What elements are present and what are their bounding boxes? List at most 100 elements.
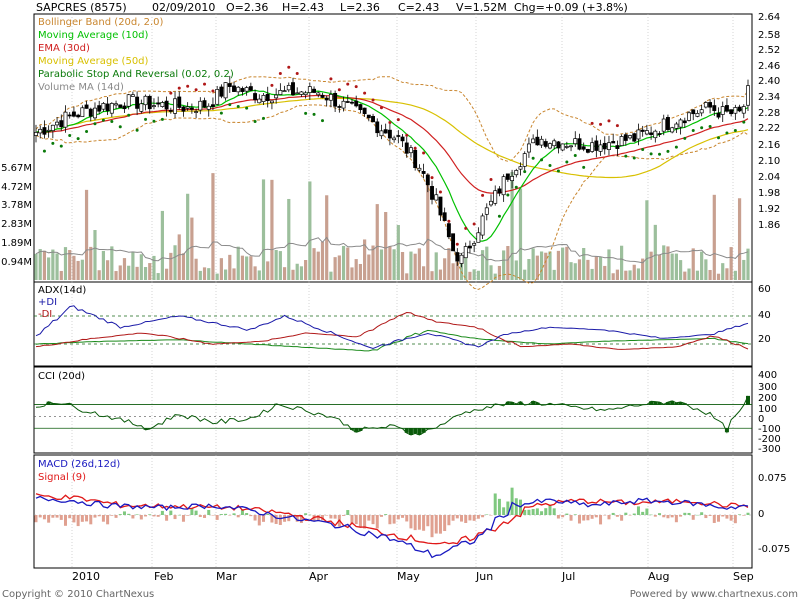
macd-hist-bar	[493, 493, 497, 515]
candle-body	[451, 233, 456, 252]
candle-body	[489, 200, 493, 206]
candle-body	[666, 117, 670, 130]
macd-hist-bar	[565, 513, 569, 515]
volume-bar	[215, 273, 219, 280]
volume-bar	[84, 189, 89, 280]
candle-body	[139, 103, 144, 112]
volume-bar	[535, 255, 539, 280]
candle-body	[88, 108, 93, 117]
psar-dot	[708, 124, 712, 128]
volume-bar	[295, 263, 299, 280]
candle-body	[413, 149, 418, 168]
candle-body	[720, 106, 725, 115]
volume-bar	[489, 265, 493, 280]
candle-body	[307, 86, 312, 93]
macd-hist-bar	[607, 515, 611, 520]
candle-body	[143, 95, 148, 106]
candle-body	[581, 146, 586, 150]
candle-body	[539, 138, 544, 146]
macd-hist-bar	[535, 508, 539, 515]
macd-hist-bar	[704, 515, 708, 519]
macd-hist-bar	[346, 510, 350, 515]
macd-hist-bar	[548, 504, 552, 515]
open-label: O=2.36	[226, 1, 268, 14]
candle-body	[299, 91, 304, 95]
macd-hist-bar	[363, 515, 367, 529]
candle-body	[703, 102, 708, 108]
volume-bar	[156, 273, 160, 280]
macd-hist-bar	[590, 515, 594, 519]
psar-dot	[354, 85, 358, 89]
candle-body	[670, 127, 675, 133]
volume-bar	[636, 268, 641, 280]
minus-di-line	[35, 311, 749, 350]
macd-hist-bar	[468, 515, 472, 521]
macd-hist-bar	[215, 515, 219, 520]
volume-bar	[68, 250, 72, 280]
candle-body	[303, 92, 308, 96]
candle-body	[569, 145, 574, 148]
macd-hist-bar	[620, 515, 624, 521]
volume-bar	[101, 250, 106, 280]
candle-body	[219, 86, 224, 97]
volume-label: V=1.52M	[456, 1, 507, 14]
macd-hist-bar	[489, 515, 493, 516]
macd-hist-bar	[695, 514, 699, 516]
macd-hist-bar	[93, 515, 97, 518]
x-tick-label: Apr	[309, 570, 329, 583]
adx-legend: ADX(14d) +DI -DI	[38, 285, 86, 320]
macd-hist-bar	[198, 515, 202, 517]
candle-body	[261, 94, 266, 102]
psar-dot	[683, 136, 687, 140]
volume-bar	[110, 246, 114, 280]
psar-dot	[287, 65, 291, 69]
candle-body	[737, 106, 742, 112]
macd-hist-bar	[127, 513, 131, 515]
cci-tick-label: 200	[758, 393, 777, 404]
candle-body	[497, 188, 502, 194]
macd-hist-bar	[712, 515, 716, 523]
macd-hist-bar	[257, 515, 261, 526]
volume-bar	[729, 247, 733, 280]
macd-hist-bar	[434, 515, 438, 534]
legend-signal: Signal (9)	[38, 472, 86, 483]
psar-dot	[590, 121, 594, 125]
macd-hist-bar	[409, 515, 413, 529]
volume-bar	[118, 265, 122, 280]
legend-ma10: Moving Average (10d)	[38, 30, 149, 41]
volume-bar	[194, 258, 198, 280]
volume-bar	[131, 251, 135, 280]
volume-bar	[497, 265, 502, 280]
low-label: L=2.36	[340, 1, 380, 14]
macd-hist-bar	[481, 515, 485, 518]
x-axis: 2010 Feb Mar Apr May Jun Jul Aug Sep	[72, 570, 754, 583]
candle-body	[194, 111, 199, 113]
candle-body	[434, 194, 439, 201]
candle-body	[362, 107, 367, 115]
volume-bar	[742, 259, 746, 280]
candle-body	[543, 141, 548, 147]
candle-body	[560, 143, 565, 151]
macd-hist-bar	[152, 515, 156, 517]
psar-dot	[304, 111, 308, 115]
macd-hist-bar	[80, 515, 84, 522]
price-tick-label: 1.92	[758, 204, 780, 215]
legend-ma50: Moving Average (50d)	[38, 56, 149, 67]
candle-body	[396, 135, 401, 137]
plus-di-line	[35, 305, 749, 350]
candle-body	[438, 196, 443, 216]
volume-bar	[569, 262, 573, 280]
volume-bar	[539, 251, 544, 280]
volume-bar	[211, 173, 215, 280]
psar-dot	[329, 77, 333, 81]
volume-tick-label: 4.72M	[1, 182, 32, 193]
candle-body	[215, 89, 220, 105]
candle-body	[282, 90, 287, 93]
candle-body	[38, 128, 43, 134]
volume-bar	[143, 267, 148, 280]
candle-body	[156, 102, 161, 105]
price-tick-label: 2.58	[758, 30, 780, 41]
macd-hist-bar	[658, 513, 662, 515]
candle-body	[514, 170, 519, 176]
